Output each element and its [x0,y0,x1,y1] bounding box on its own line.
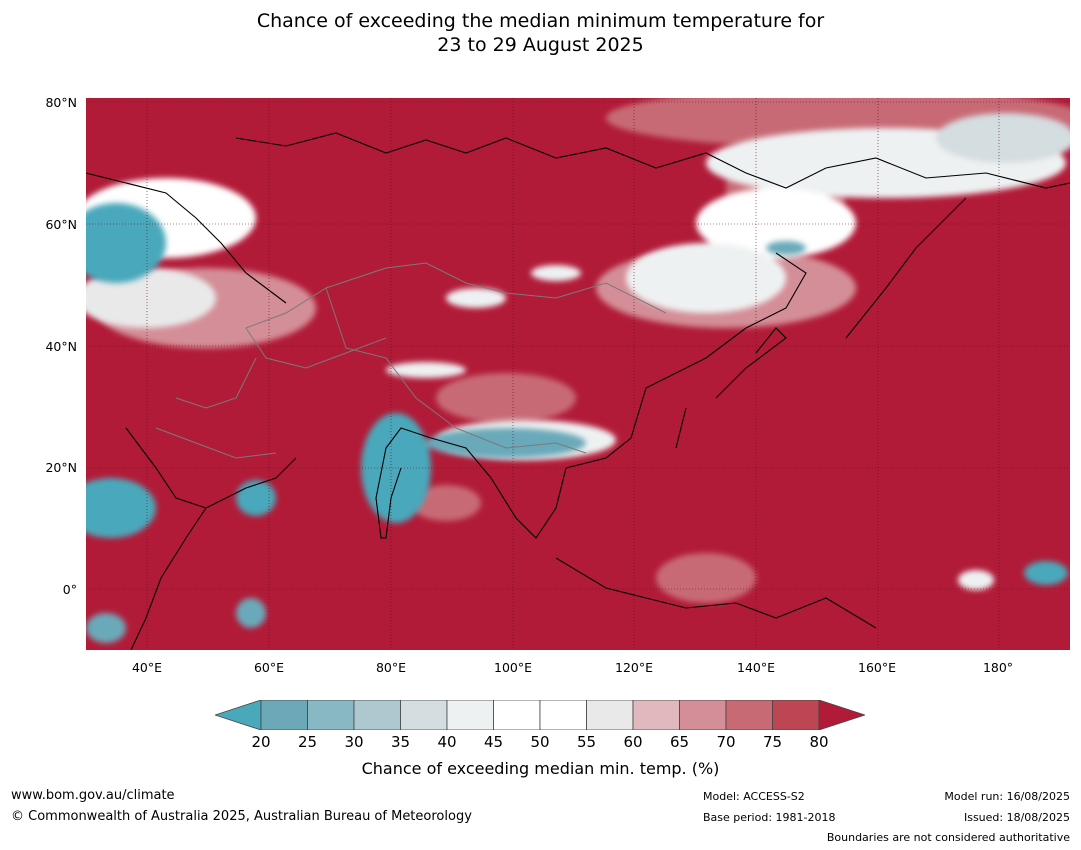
colorbar-cell [307,700,355,730]
colorbar-tick-label: 40 [437,733,457,751]
footer-copyright: © Commonwealth of Australia 2025, Austra… [11,809,472,824]
colorbar-cell [772,700,820,730]
colorbar-cell [446,700,494,730]
colorbar-arrow-low [215,700,262,730]
colorbar-tick-label: 80 [809,733,829,751]
colorbar-tick-label: 50 [530,733,550,751]
title-line-1: Chance of exceeding the median minimum t… [256,10,825,32]
colorbar-arrow-high [818,700,865,730]
colorbar-cell [632,700,680,730]
colorbar-tick-label: 20 [251,733,271,751]
lon-label-80e: 80°E [375,660,407,675]
lon-label-180: 180° [982,660,1014,675]
footer-issued: Issued: 18/08/2025 [963,811,1070,824]
colorbar-tick-label: 75 [762,733,783,751]
lon-label-60e: 60°E [253,660,285,675]
colorbar-cell [539,700,587,730]
coastlines [86,132,1070,650]
forecast-map [86,98,1070,650]
colorbar-cell [493,700,541,730]
colorbar-cell [260,700,308,730]
lon-label-140e: 140°E [736,660,776,675]
colorbar-tick-label: 25 [297,733,318,751]
below-median-areas [86,203,1068,643]
lat-label-60n: 60°N [45,217,77,232]
footer-model: Model: ACCESS-S2 [703,790,805,803]
colorbar-tick-label: 65 [669,733,690,751]
colorbar-cell [400,700,448,730]
country-borders [155,262,667,459]
colorbar-tick-label: 70 [716,733,736,751]
lat-label-40n: 40°N [45,339,77,354]
colorbar-cell [586,700,634,730]
colorbar-cell [725,700,773,730]
map-canvas [86,98,1070,650]
lat-label-80n: 80°N [45,95,77,110]
colorbar-cell [353,700,401,730]
lat-label-20n: 20°N [45,460,77,475]
colorbar-tick-label: 30 [344,733,364,751]
colorbar-cell [679,700,727,730]
colorbar-tick-label: 55 [576,733,597,751]
lon-label-100e: 100°E [493,660,533,675]
colorbar-tick-label: 35 [390,733,411,751]
graticule [86,98,1070,650]
colorbar [215,700,865,730]
title-line-2: 23 to 29 August 2025 [437,34,644,56]
footer-boundaries: Boundaries are not considered authoritat… [826,831,1070,844]
colorbar-label: Chance of exceeding median min. temp. (%… [361,759,720,778]
colorbar-tick-label: 45 [483,733,504,751]
map-title: Chance of exceeding the median minimum t… [0,9,1081,57]
footer-model-run: Model run: 16/08/2025 [944,790,1070,803]
lat-label-0: 0° [62,582,77,597]
lon-label-160e: 160°E [857,660,897,675]
colorbar-tick-label: 60 [623,733,643,751]
footer-url: www.bom.gov.au/climate [11,788,175,803]
lon-label-120e: 120°E [614,660,654,675]
lon-label-40e: 40°E [131,660,163,675]
footer-base-period: Base period: 1981-2018 [703,811,836,824]
